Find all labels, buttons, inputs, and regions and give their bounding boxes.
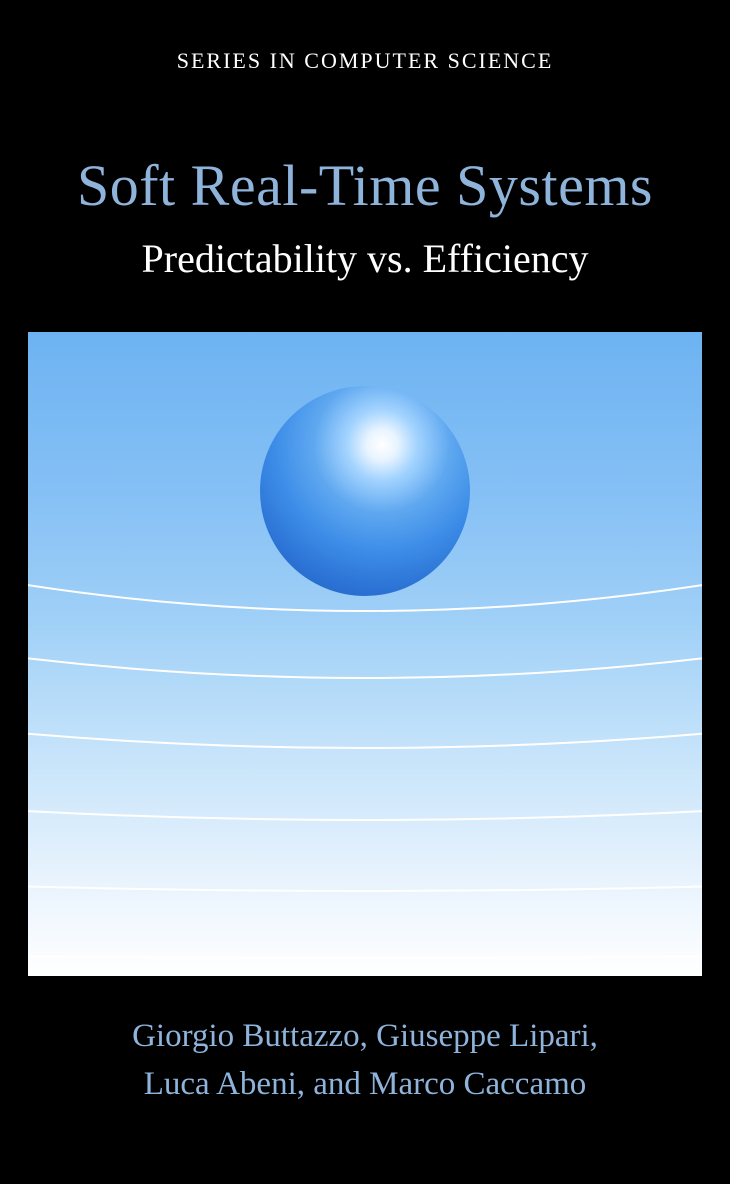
series-label: SERIES IN COMPUTER SCIENCE <box>0 0 730 74</box>
book-title: Soft Real-Time Systems <box>0 74 730 219</box>
authors-line-2: Luca Abeni, and Marco Caccamo <box>0 1061 730 1109</box>
authors-block: Giorgio Buttazzo, Giuseppe Lipari, Luca … <box>0 1013 730 1109</box>
book-subtitle: Predictability vs. Efficiency <box>0 219 730 282</box>
sphere-icon <box>260 386 470 596</box>
cover-graphic-panel <box>28 332 702 976</box>
authors-line-1: Giorgio Buttazzo, Giuseppe Lipari, <box>0 1013 730 1061</box>
